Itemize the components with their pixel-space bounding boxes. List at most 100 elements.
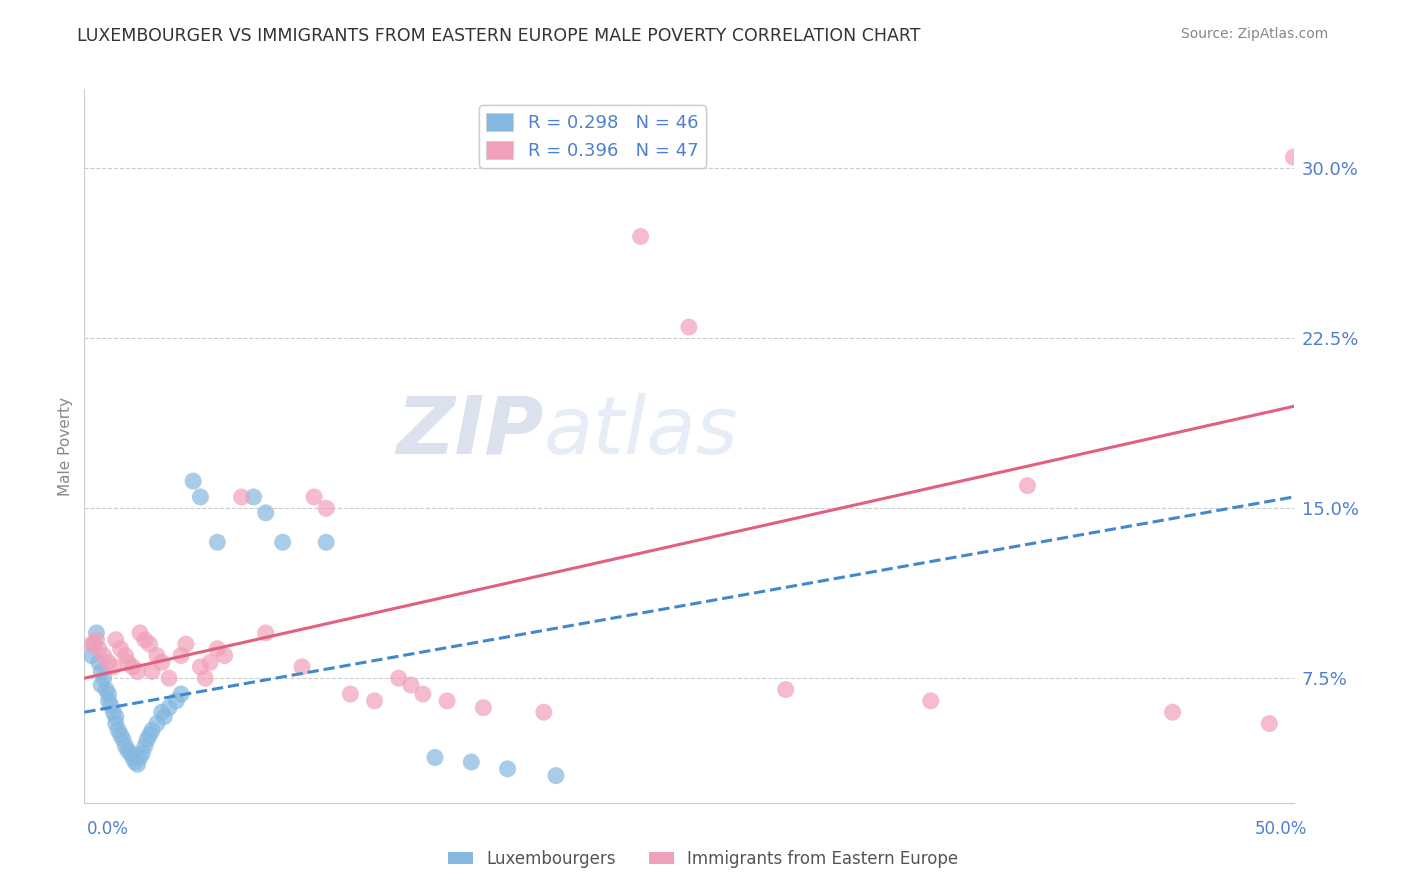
Point — [110, 728, 132, 742]
Point — [83, 637, 105, 651]
Point — [496, 762, 519, 776]
Point — [254, 626, 277, 640]
Point — [90, 678, 112, 692]
Point — [90, 665, 112, 679]
Point — [630, 229, 652, 244]
Point — [110, 641, 132, 656]
Point — [146, 716, 169, 731]
Point — [134, 739, 156, 754]
Point — [117, 656, 139, 670]
Point — [544, 769, 567, 783]
Point — [315, 501, 337, 516]
Point — [97, 694, 120, 708]
Point — [533, 705, 555, 719]
Point — [141, 723, 163, 738]
Point — [207, 641, 229, 656]
Point — [388, 671, 411, 685]
Point — [114, 739, 136, 754]
Point — [190, 490, 212, 504]
Point — [146, 648, 169, 663]
Y-axis label: Male Poverty: Male Poverty — [58, 396, 73, 496]
Point — [254, 506, 277, 520]
Point — [472, 700, 495, 714]
Point — [104, 632, 127, 647]
Point — [1258, 716, 1281, 731]
Point — [399, 678, 422, 692]
Point — [339, 687, 361, 701]
Point — [157, 671, 180, 685]
Point — [138, 728, 160, 742]
Point — [97, 656, 120, 670]
Point — [129, 626, 152, 640]
Point — [207, 535, 229, 549]
Point — [302, 490, 325, 504]
Point — [80, 648, 103, 663]
Point — [150, 656, 173, 670]
Point — [242, 490, 264, 504]
Point — [87, 656, 110, 670]
Point — [112, 732, 135, 747]
Point — [97, 687, 120, 701]
Point — [271, 535, 294, 549]
Point — [114, 648, 136, 663]
Point — [131, 746, 153, 760]
Point — [920, 694, 942, 708]
Point — [198, 656, 221, 670]
Point — [315, 535, 337, 549]
Point — [291, 660, 314, 674]
Point — [94, 682, 117, 697]
Point — [127, 757, 149, 772]
Point — [436, 694, 458, 708]
Point — [153, 709, 176, 723]
Point — [93, 648, 115, 663]
Point — [86, 632, 108, 647]
Point — [93, 671, 115, 685]
Point — [121, 660, 143, 674]
Point — [231, 490, 253, 504]
Point — [170, 687, 193, 701]
Point — [363, 694, 385, 708]
Point — [127, 665, 149, 679]
Text: Source: ZipAtlas.com: Source: ZipAtlas.com — [1181, 27, 1329, 41]
Point — [87, 641, 110, 656]
Point — [181, 474, 204, 488]
Point — [104, 709, 127, 723]
Point — [138, 637, 160, 651]
Point — [194, 671, 217, 685]
Point — [460, 755, 482, 769]
Point — [136, 732, 159, 747]
Point — [124, 755, 146, 769]
Point — [423, 750, 446, 764]
Point — [214, 648, 236, 663]
Point — [117, 744, 139, 758]
Text: 50.0%: 50.0% — [1256, 820, 1308, 838]
Point — [80, 637, 103, 651]
Point — [103, 705, 125, 719]
Point — [129, 750, 152, 764]
Point — [157, 700, 180, 714]
Point — [100, 698, 122, 713]
Point — [104, 716, 127, 731]
Point — [150, 705, 173, 719]
Point — [121, 750, 143, 764]
Point — [141, 665, 163, 679]
Point — [134, 632, 156, 647]
Point — [107, 723, 129, 738]
Point — [1282, 150, 1305, 164]
Point — [170, 648, 193, 663]
Text: LUXEMBOURGER VS IMMIGRANTS FROM EASTERN EUROPE MALE POVERTY CORRELATION CHART: LUXEMBOURGER VS IMMIGRANTS FROM EASTERN … — [77, 27, 921, 45]
Point — [86, 626, 108, 640]
Text: 0.0%: 0.0% — [87, 820, 129, 838]
Point — [165, 694, 187, 708]
Legend: R = 0.298   N = 46, R = 0.396   N = 47: R = 0.298 N = 46, R = 0.396 N = 47 — [479, 105, 706, 168]
Legend: Luxembourgers, Immigrants from Eastern Europe: Luxembourgers, Immigrants from Eastern E… — [441, 844, 965, 875]
Text: atlas: atlas — [544, 392, 738, 471]
Point — [1161, 705, 1184, 719]
Point — [678, 320, 700, 334]
Point — [120, 746, 142, 760]
Point — [412, 687, 434, 701]
Text: ZIP: ZIP — [396, 392, 544, 471]
Point — [103, 660, 125, 674]
Point — [775, 682, 797, 697]
Point — [190, 660, 212, 674]
